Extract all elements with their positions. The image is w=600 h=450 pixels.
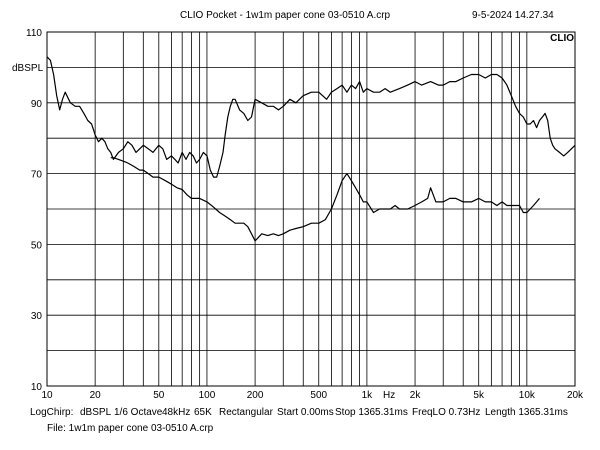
- grid-lines: [47, 32, 575, 386]
- x-tick-label: 10: [41, 390, 53, 401]
- y-tick-label: 30: [31, 311, 43, 322]
- param-fft-size: 65K: [194, 407, 212, 418]
- tick-labels: 10 20 50 100 200 500 1k 2k 5k 10k 20k 10 30 50 70 90 110: [26, 28, 584, 401]
- series-line-1: [46, 56, 576, 178]
- x-tick-label: 20: [90, 390, 102, 401]
- y-tick-label: 50: [31, 240, 43, 251]
- param-window: Rectangular: [219, 407, 273, 418]
- x-tick-label: 500: [310, 390, 327, 401]
- x-tick-label: 200: [247, 390, 264, 401]
- param-stop: Stop 1365.31ms: [335, 407, 408, 418]
- datetime-label: 9-5-2024 14.27.34: [472, 10, 554, 21]
- x-axis-label: Hz: [383, 390, 395, 401]
- x-tick-label: 20k: [567, 390, 584, 401]
- x-tick-label: 5k: [473, 390, 485, 401]
- x-tick-label: 2k: [410, 390, 422, 401]
- y-tick-label: 110: [26, 28, 42, 39]
- x-tick-label: 1k: [362, 390, 374, 401]
- x-tick-label: 10k: [519, 390, 536, 401]
- param-technique: LogChirp:: [30, 407, 74, 418]
- series-line-2: [110, 157, 540, 242]
- y-tick-label: 90: [31, 99, 43, 110]
- param-freqlo: FreqLO 0.73Hz: [412, 407, 481, 418]
- plot-frame: [46, 31, 576, 387]
- x-tick-label: 50: [153, 390, 165, 401]
- clio-logo: CLIO: [550, 33, 574, 44]
- param-length: Length 1365.31ms: [485, 407, 568, 418]
- param-sample-rate: 48kHz: [162, 407, 191, 418]
- file-label: File: 1w1m paper cone 03-0510 A.crp: [47, 423, 214, 434]
- y-tick-label: 70: [31, 170, 43, 181]
- y-axis-label: dBSPL: [12, 63, 44, 74]
- chart-title: CLIO Pocket - 1w1m paper cone 03-0510 A.…: [180, 10, 391, 21]
- series-group: [46, 56, 576, 242]
- x-tick-label: 100: [199, 390, 216, 401]
- param-smoothing: 1/6 Octave: [114, 407, 163, 418]
- param-start: Start 0.00ms: [277, 407, 334, 418]
- param-unit: dBSPL: [80, 407, 112, 418]
- y-tick-label: 10: [31, 382, 43, 393]
